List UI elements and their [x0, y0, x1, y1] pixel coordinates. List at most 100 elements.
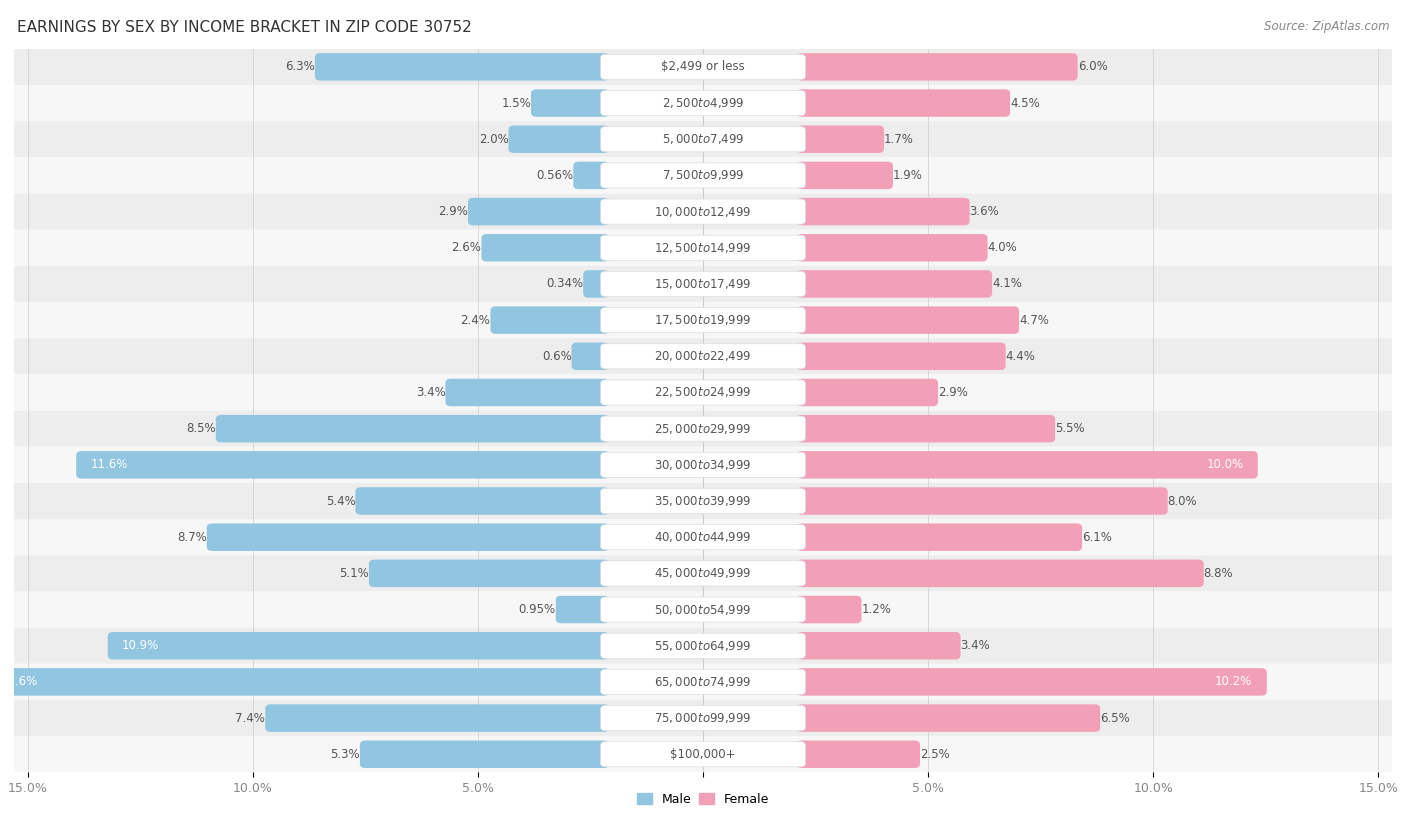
FancyBboxPatch shape: [600, 416, 806, 441]
FancyBboxPatch shape: [600, 272, 806, 297]
Text: 2.0%: 2.0%: [478, 133, 509, 146]
FancyBboxPatch shape: [600, 561, 806, 586]
FancyBboxPatch shape: [600, 344, 806, 369]
FancyBboxPatch shape: [600, 235, 806, 260]
FancyBboxPatch shape: [266, 704, 609, 732]
FancyBboxPatch shape: [600, 54, 806, 80]
Text: $15,000 to $17,499: $15,000 to $17,499: [654, 277, 752, 291]
FancyBboxPatch shape: [797, 307, 1019, 334]
FancyBboxPatch shape: [600, 199, 806, 224]
FancyBboxPatch shape: [14, 302, 1392, 338]
Text: 13.6%: 13.6%: [0, 676, 38, 689]
Text: 1.5%: 1.5%: [502, 97, 531, 110]
FancyBboxPatch shape: [468, 198, 609, 225]
Text: EARNINGS BY SEX BY INCOME BRACKET IN ZIP CODE 30752: EARNINGS BY SEX BY INCOME BRACKET IN ZIP…: [17, 20, 471, 35]
FancyBboxPatch shape: [14, 85, 1392, 121]
FancyBboxPatch shape: [797, 89, 1010, 117]
Text: $45,000 to $49,999: $45,000 to $49,999: [654, 567, 752, 580]
Text: 11.6%: 11.6%: [90, 459, 128, 472]
FancyBboxPatch shape: [583, 270, 609, 298]
Text: $20,000 to $22,499: $20,000 to $22,499: [654, 350, 752, 363]
Text: $50,000 to $54,999: $50,000 to $54,999: [654, 602, 752, 616]
FancyBboxPatch shape: [797, 270, 993, 298]
FancyBboxPatch shape: [600, 524, 806, 550]
Text: 10.9%: 10.9%: [122, 639, 159, 652]
FancyBboxPatch shape: [555, 596, 609, 624]
Text: 6.0%: 6.0%: [1077, 60, 1108, 73]
Text: 6.3%: 6.3%: [285, 60, 315, 73]
Text: 0.95%: 0.95%: [519, 603, 555, 616]
FancyBboxPatch shape: [600, 90, 806, 115]
FancyBboxPatch shape: [797, 451, 1258, 479]
FancyBboxPatch shape: [446, 379, 609, 406]
FancyBboxPatch shape: [797, 198, 970, 225]
FancyBboxPatch shape: [368, 559, 609, 587]
Text: 10.2%: 10.2%: [1215, 676, 1253, 689]
Text: 0.6%: 0.6%: [541, 350, 571, 363]
Text: 1.9%: 1.9%: [893, 169, 922, 182]
Text: $12,500 to $14,999: $12,500 to $14,999: [654, 241, 752, 254]
FancyBboxPatch shape: [571, 342, 609, 370]
Text: 6.5%: 6.5%: [1099, 711, 1130, 724]
Text: 8.0%: 8.0%: [1168, 494, 1198, 507]
Text: $17,500 to $19,999: $17,500 to $19,999: [654, 313, 752, 327]
Legend: Male, Female: Male, Female: [637, 793, 769, 806]
FancyBboxPatch shape: [797, 234, 987, 262]
Text: 6.1%: 6.1%: [1083, 531, 1112, 544]
FancyBboxPatch shape: [14, 700, 1392, 737]
Text: 3.6%: 3.6%: [970, 205, 1000, 218]
Text: 2.6%: 2.6%: [451, 241, 481, 254]
Text: $2,499 or less: $2,499 or less: [661, 60, 745, 73]
FancyBboxPatch shape: [14, 447, 1392, 483]
FancyBboxPatch shape: [14, 592, 1392, 628]
Text: 8.5%: 8.5%: [186, 422, 215, 435]
FancyBboxPatch shape: [491, 307, 609, 334]
FancyBboxPatch shape: [14, 737, 1392, 772]
FancyBboxPatch shape: [797, 632, 960, 659]
FancyBboxPatch shape: [215, 415, 609, 442]
FancyBboxPatch shape: [600, 669, 806, 694]
Text: 3.4%: 3.4%: [960, 639, 990, 652]
FancyBboxPatch shape: [797, 487, 1168, 515]
Text: 4.0%: 4.0%: [987, 241, 1018, 254]
Text: 5.1%: 5.1%: [339, 567, 368, 580]
FancyBboxPatch shape: [14, 374, 1392, 411]
Text: 2.9%: 2.9%: [938, 386, 967, 399]
FancyBboxPatch shape: [797, 596, 862, 624]
Text: 5.3%: 5.3%: [330, 748, 360, 761]
Text: 4.4%: 4.4%: [1005, 350, 1035, 363]
Text: Source: ZipAtlas.com: Source: ZipAtlas.com: [1264, 20, 1389, 33]
FancyBboxPatch shape: [600, 633, 806, 659]
FancyBboxPatch shape: [797, 668, 1267, 696]
FancyBboxPatch shape: [600, 307, 806, 333]
Text: 1.7%: 1.7%: [884, 133, 914, 146]
FancyBboxPatch shape: [360, 741, 609, 768]
FancyBboxPatch shape: [14, 338, 1392, 374]
FancyBboxPatch shape: [14, 411, 1392, 447]
FancyBboxPatch shape: [14, 266, 1392, 302]
FancyBboxPatch shape: [797, 125, 884, 153]
Text: 3.4%: 3.4%: [416, 386, 446, 399]
FancyBboxPatch shape: [574, 162, 609, 189]
FancyBboxPatch shape: [356, 487, 609, 515]
Text: 5.4%: 5.4%: [326, 494, 356, 507]
FancyBboxPatch shape: [207, 524, 609, 551]
FancyBboxPatch shape: [14, 520, 1392, 555]
Text: 5.5%: 5.5%: [1054, 422, 1085, 435]
Text: $55,000 to $64,999: $55,000 to $64,999: [654, 639, 752, 653]
Text: 2.9%: 2.9%: [439, 205, 468, 218]
FancyBboxPatch shape: [797, 53, 1077, 80]
FancyBboxPatch shape: [14, 121, 1392, 158]
FancyBboxPatch shape: [600, 741, 806, 767]
Text: 0.34%: 0.34%: [546, 277, 583, 290]
FancyBboxPatch shape: [797, 342, 1005, 370]
FancyBboxPatch shape: [108, 632, 609, 659]
FancyBboxPatch shape: [600, 706, 806, 731]
Text: 1.2%: 1.2%: [862, 603, 891, 616]
FancyBboxPatch shape: [14, 158, 1392, 193]
FancyBboxPatch shape: [14, 663, 1392, 700]
FancyBboxPatch shape: [531, 89, 609, 117]
FancyBboxPatch shape: [14, 193, 1392, 229]
FancyBboxPatch shape: [797, 559, 1204, 587]
Text: $7,500 to $9,999: $7,500 to $9,999: [662, 168, 744, 182]
